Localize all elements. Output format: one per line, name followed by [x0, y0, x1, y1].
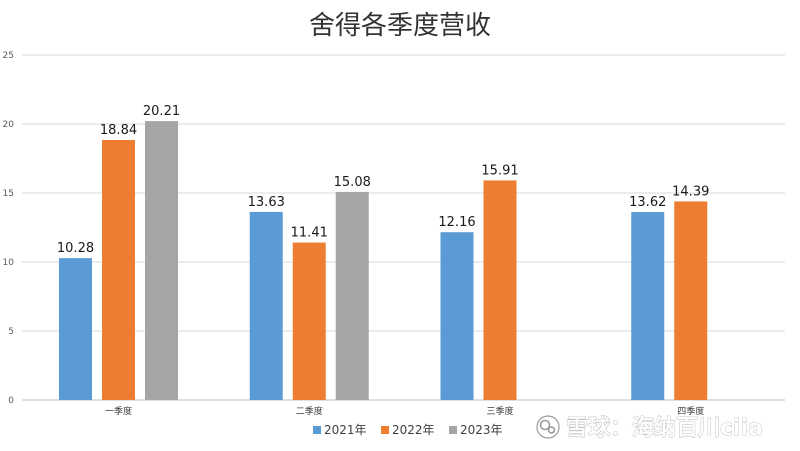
data-label: 15.08 — [334, 175, 371, 190]
bar — [249, 211, 283, 400]
snowball-logo-icon — [536, 415, 560, 439]
bar — [102, 140, 135, 400]
bar — [292, 242, 326, 400]
y-tick-label: 5 — [8, 327, 14, 337]
legend: 2021年 2022年 2023年 — [313, 423, 503, 437]
x-category-label: 三季度 — [486, 405, 513, 417]
data-label: 13.62 — [629, 195, 666, 210]
watermark-text: 雪球：海纳百川ciia — [566, 415, 763, 441]
x-axis-categories: 一季度 二季度 三季度 四季度 — [105, 405, 704, 417]
bar — [674, 201, 708, 400]
data-label: 13.63 — [248, 195, 285, 210]
y-tick-label: 20 — [3, 120, 15, 130]
data-labels: 10.28 18.84 20.21 13.63 11.41 15.08 12.16 15.91… — [57, 104, 709, 256]
legend-entry: 2022年 — [392, 423, 435, 437]
y-axis-ticks: 0 5 10 15 20 25 — [3, 51, 15, 406]
data-label: 18.84 — [100, 123, 137, 138]
bar — [631, 212, 665, 400]
legend-entry: 2021年 — [324, 423, 367, 437]
bar — [59, 258, 92, 400]
data-label: 11.41 — [291, 226, 328, 241]
bar — [440, 232, 474, 400]
bar — [335, 191, 369, 400]
y-tick-label: 15 — [3, 189, 14, 199]
watermark: 雪球：海纳百川ciia — [536, 415, 763, 441]
y-tick-label: 25 — [3, 51, 14, 61]
bars — [59, 121, 708, 401]
data-label: 15.91 — [481, 163, 518, 178]
legend-swatch — [449, 426, 457, 434]
data-label: 20.21 — [143, 104, 180, 119]
x-category-label: 二季度 — [296, 405, 323, 417]
legend-entry: 2023年 — [460, 423, 503, 437]
grid-lines — [22, 54, 785, 401]
chart-title: 舍得各季度营收 — [309, 11, 491, 41]
bar — [483, 180, 517, 400]
x-category-label: 四季度 — [677, 405, 704, 417]
x-category-label: 一季度 — [105, 405, 132, 417]
data-label: 12.16 — [438, 215, 475, 230]
legend-swatch — [381, 426, 389, 434]
y-tick-label: 10 — [3, 258, 15, 268]
y-tick-label: 0 — [8, 396, 14, 406]
legend-swatch — [313, 426, 321, 434]
bar — [145, 121, 178, 401]
data-label: 10.28 — [57, 241, 94, 256]
data-label: 14.39 — [672, 184, 709, 199]
